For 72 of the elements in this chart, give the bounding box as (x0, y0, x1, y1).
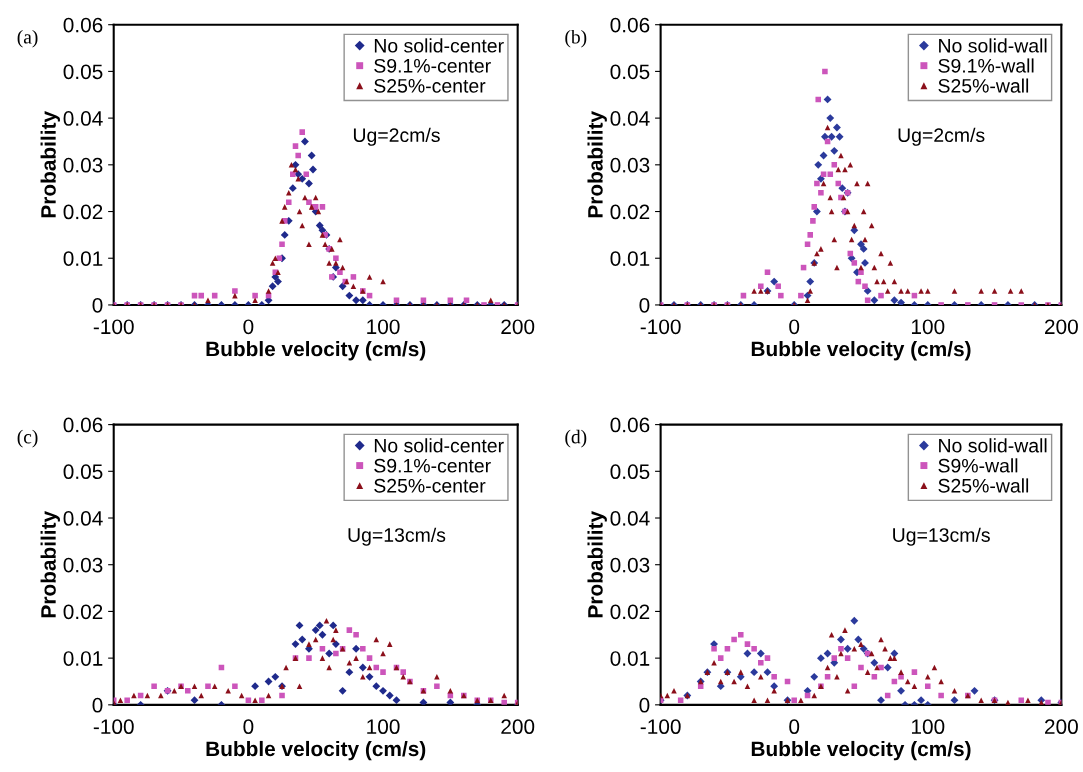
y-tick-label: 0.01 (610, 251, 650, 266)
y-tick-label: 0.06 (63, 17, 103, 33)
x-axis-title: Bubble velocity (cm/s) (206, 740, 426, 761)
x-axis-title: Bubble velocity (cm/s) (751, 341, 971, 361)
x-tick-label: 200 (1045, 319, 1078, 335)
annotation: Ug=13cm/s (893, 527, 990, 546)
y-tick-label: 0.04 (610, 111, 650, 126)
legend-label: S9%-wall (938, 458, 1018, 473)
y-tick-label: 0.01 (63, 651, 103, 666)
y-tick-label: 0.02 (610, 604, 650, 620)
x-tick-label: 0 (243, 719, 254, 735)
y-tick-label: 0.01 (610, 651, 650, 666)
legend-label: S25%-center (374, 478, 486, 493)
text: (a) (17, 29, 38, 48)
x-tick-label: -100 (640, 319, 681, 335)
y-tick-label: 0.03 (610, 157, 650, 173)
legend-label: S25%-center (374, 78, 486, 93)
legend-label: No solid-wall (939, 438, 1047, 453)
y-tick-label: 0 (639, 297, 650, 313)
x-axis-title: Bubble velocity (cm/s) (206, 341, 426, 361)
y-tick-label: 0.02 (63, 604, 103, 620)
text: (c) (17, 429, 38, 448)
y-tick-label: 0.04 (63, 111, 103, 126)
annotation: Ug=2cm/s (898, 127, 985, 146)
x-tick-label: 0 (789, 719, 800, 735)
y-tick-label: 0.04 (610, 511, 650, 526)
y-tick-label: 0.05 (63, 464, 103, 480)
y-tick-label: 0.05 (63, 64, 103, 80)
text: (b) (565, 29, 587, 48)
x-tick-label: 100 (911, 719, 945, 735)
annotation: Ug=2cm/s (353, 127, 440, 146)
y-tick-label: 0.05 (610, 464, 650, 480)
legend-label: S9.1%-center (374, 458, 491, 473)
x-axis-title: Bubble velocity (cm/s) (751, 740, 971, 761)
x-tick-label: 200 (501, 319, 535, 335)
y-tick-label: 0.06 (610, 17, 650, 33)
legend-label: S25%-wall (938, 78, 1029, 93)
y-axis-title: Probability (587, 511, 607, 618)
legend-label: S25%-wall (938, 478, 1029, 493)
y-tick-label: 0.01 (63, 251, 103, 266)
x-tick-label: 200 (501, 719, 535, 735)
legend-label: No solid-wall (939, 38, 1047, 53)
y-tick-label: 0.06 (63, 417, 103, 433)
y-tick-label: 0 (639, 697, 650, 713)
y-axis-title: Probability (40, 511, 60, 618)
y-tick-label: 0 (92, 297, 103, 313)
y-tick-label: 0.02 (610, 204, 650, 220)
x-tick-label: 100 (911, 319, 945, 335)
y-tick-label: 0.02 (63, 204, 103, 220)
legend-label: No solid-center (374, 38, 504, 53)
x-tick-label: -100 (93, 319, 134, 335)
y-tick-label: 0.03 (610, 557, 650, 573)
y-tick-label: 0.03 (63, 157, 103, 173)
y-axis-title: Probability (40, 111, 60, 218)
x-tick-label: 0 (789, 319, 800, 335)
legend-label: S9.1%-center (374, 58, 491, 73)
x-tick-label: -100 (640, 719, 681, 735)
x-tick-label: 200 (1045, 719, 1078, 735)
legend-label: No solid-center (374, 438, 504, 453)
x-tick-label: 100 (367, 719, 400, 735)
x-tick-label: 0 (243, 319, 254, 335)
annotation: Ug=13cm/s (348, 527, 446, 546)
y-tick-label: 0.05 (610, 64, 650, 80)
legend-label: S9.1%-wall (938, 58, 1034, 73)
x-tick-label: 100 (367, 319, 400, 335)
y-axis-title: Probability (587, 111, 607, 218)
text: (d) (565, 429, 587, 448)
y-tick-label: 0 (92, 697, 103, 713)
x-tick-label: -100 (93, 719, 134, 735)
y-tick-label: 0.03 (63, 557, 103, 573)
y-tick-label: 0.06 (610, 417, 650, 433)
y-tick-label: 0.04 (63, 511, 103, 526)
